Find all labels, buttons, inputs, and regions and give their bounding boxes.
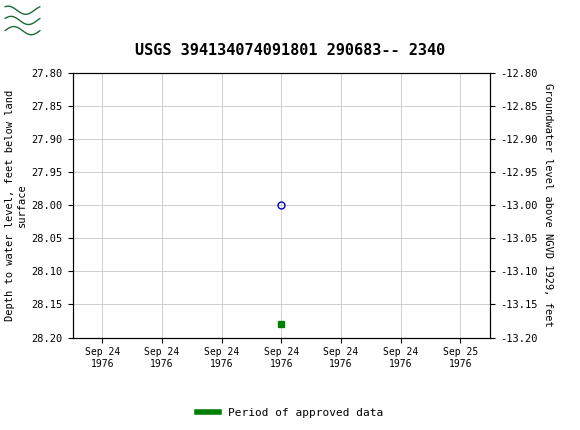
Y-axis label: Groundwater level above NGVD 1929, feet: Groundwater level above NGVD 1929, feet <box>543 83 553 327</box>
Legend: Period of approved data: Period of approved data <box>193 403 387 422</box>
Y-axis label: Depth to water level, feet below land
surface: Depth to water level, feet below land su… <box>5 90 27 321</box>
FancyBboxPatch shape <box>4 2 42 39</box>
Text: USGS: USGS <box>48 10 112 31</box>
Text: USGS 394134074091801 290683-- 2340: USGS 394134074091801 290683-- 2340 <box>135 43 445 58</box>
